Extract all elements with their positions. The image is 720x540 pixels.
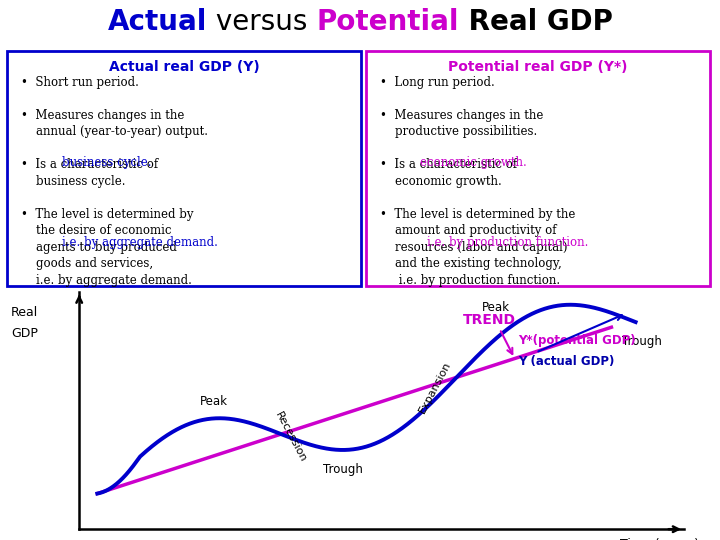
Text: Real GDP: Real GDP [459, 8, 613, 36]
Text: i.e. by production function.: i.e. by production function. [426, 235, 588, 249]
Text: economic growth.: economic growth. [420, 156, 526, 170]
Text: Actual real GDP (Y): Actual real GDP (Y) [109, 59, 259, 73]
Text: Y (actual GDP): Y (actual GDP) [518, 355, 614, 368]
Text: •  Long run period.

•  Measures changes in the
    productive possibilities.

•: • Long run period. • Measures changes in… [380, 76, 575, 287]
Text: business cycle.: business cycle. [62, 156, 151, 170]
Text: versus: versus [207, 8, 316, 36]
Text: Recession: Recession [273, 410, 307, 464]
Text: GDP: GDP [12, 327, 38, 340]
Text: Time (years): Time (years) [621, 537, 699, 540]
Text: i.e. by aggregate demand.: i.e. by aggregate demand. [62, 235, 218, 249]
Text: Real: Real [11, 306, 38, 319]
Text: Actual: Actual [107, 8, 207, 36]
Text: •  Short run period.

•  Measures changes in the
    annual (year-to-year) outpu: • Short run period. • Measures changes i… [22, 76, 208, 287]
Bar [366, 51, 710, 286]
Text: Expansion: Expansion [417, 359, 452, 415]
Text: TREND: TREND [463, 313, 516, 327]
Text: Trough: Trough [622, 335, 662, 348]
Text: Peak: Peak [199, 395, 228, 408]
Text: Potential: Potential [316, 8, 459, 36]
Text: Potential real GDP (Y*): Potential real GDP (Y*) [449, 59, 628, 73]
Text: Y*(potential GDP): Y*(potential GDP) [518, 334, 635, 347]
Text: Peak: Peak [482, 301, 510, 314]
Text: Trough: Trough [323, 463, 363, 476]
Bar [7, 51, 361, 286]
